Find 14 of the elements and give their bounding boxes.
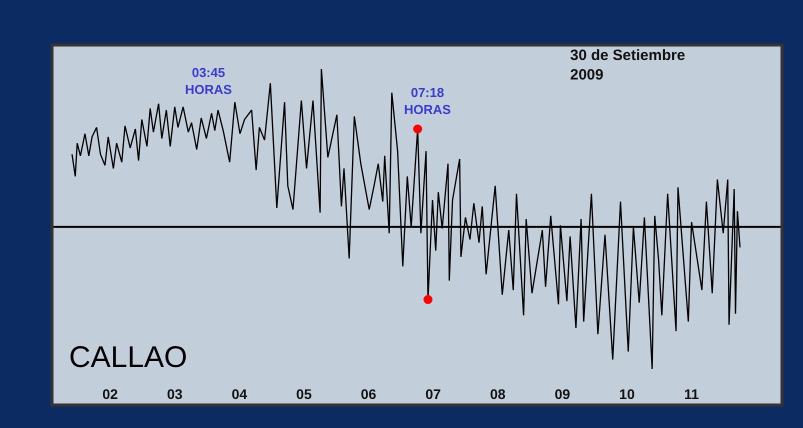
annotation: CALLAO xyxy=(69,341,188,374)
annotation: 07:18 HORAS xyxy=(404,85,452,117)
annotation: 03:45 HORAS xyxy=(185,65,232,97)
x-tick-label: 03 xyxy=(166,386,183,402)
x-tick-label: 02 xyxy=(102,386,118,402)
x-tick-label: 10 xyxy=(619,386,635,402)
x-tick-label: 04 xyxy=(232,386,248,402)
x-tick-label: 11 xyxy=(684,386,700,402)
x-tick-label: 08 xyxy=(490,386,506,402)
x-tick-label: 09 xyxy=(554,386,570,402)
chart-title: 30 de Setiembre 2009 xyxy=(570,46,686,84)
x-tick-label: 06 xyxy=(360,386,377,402)
x-tick-label: 05 xyxy=(296,386,312,402)
x-tick-label: 07 xyxy=(425,386,442,402)
